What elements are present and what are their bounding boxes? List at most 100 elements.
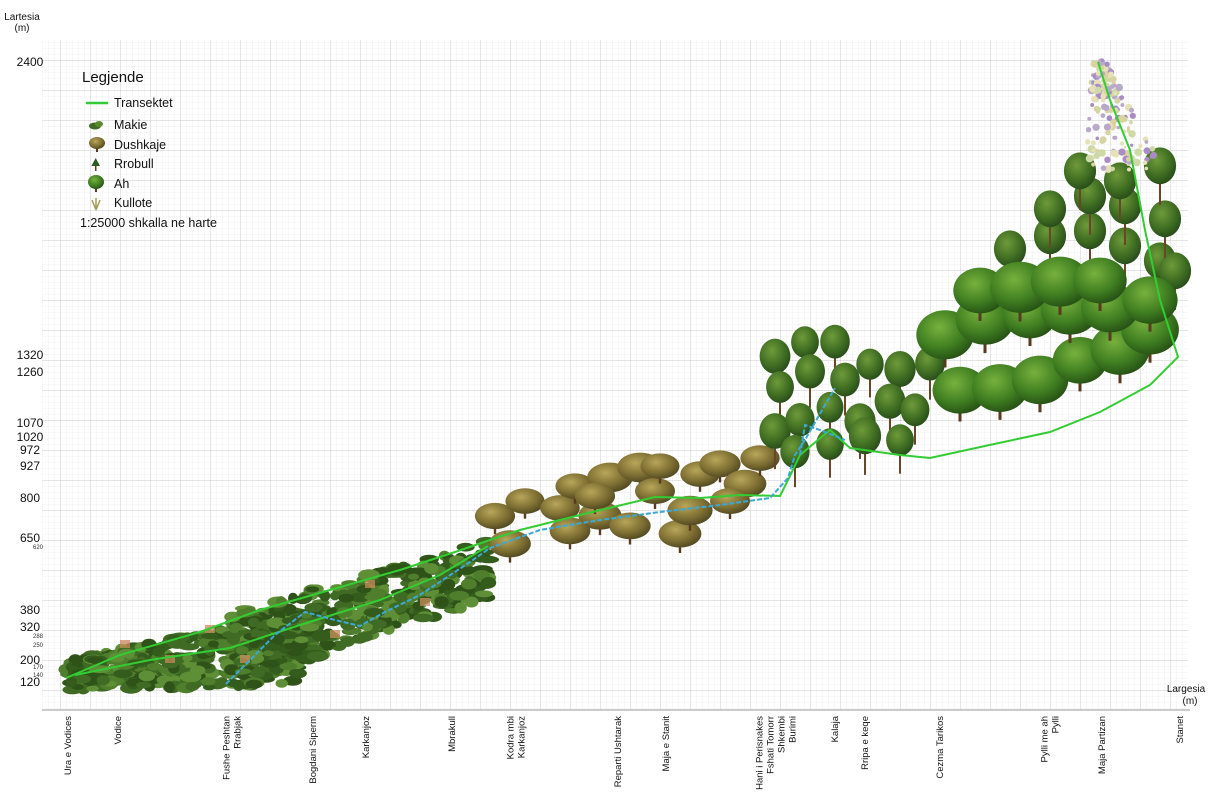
y-tick-label: 1320 [17,348,44,362]
pasture-tuft [1091,148,1096,153]
dushkaje-vegetation [474,445,780,563]
legend-item-transektet: Transektet [114,96,173,110]
pine-trunk [794,460,796,488]
makie-shrub [236,611,253,618]
pasture-tuft [1118,148,1126,156]
pasture-tuft [1104,165,1113,173]
pasture-tuft [1114,107,1118,112]
makie-shrub [303,644,325,651]
pasture-tuft [1113,91,1118,96]
pasture-tuft [1130,143,1134,147]
pasture-tuft [1091,80,1095,84]
oak-tree [505,488,545,514]
y-tick-label: 250 [33,643,44,649]
makie-shrub [262,650,274,657]
makie-shrub [275,679,288,688]
pine-trunk [864,445,866,475]
oak-tree [609,512,651,540]
pine-tree [900,393,930,427]
makie-shrub [152,647,164,657]
pasture-tuft [1104,71,1109,76]
pine-trunk [779,395,781,421]
pasture-tuft [1085,139,1091,145]
pine-tree [791,326,819,358]
oak-tree-icon [89,137,105,152]
pasture-tuft [1120,103,1125,107]
oak-tree [699,450,741,478]
makie-shrub [393,593,406,601]
makie-shrub [86,685,99,692]
makie-shrub [406,567,429,575]
beech-tree-icon [88,175,104,192]
makie-shrub [234,668,252,675]
y-axis-title: Lartesia [4,12,40,23]
makie-shrub [299,612,312,619]
y-tick-label: 620 [33,545,44,551]
pasture-tuft [1100,113,1106,118]
makie-shrub [161,662,178,669]
y-tick-label: 288 [33,634,44,640]
pine-trunk [844,388,846,416]
pasture-tuft [1108,107,1114,113]
green-transect-branch [74,545,489,676]
makie-shrub [250,628,261,640]
x-axis-label: Kalaja [830,715,841,742]
pine-tree [816,391,844,423]
rrobull-vegetation [759,147,1192,488]
makie-shrub [230,622,243,632]
legend-title: Legjende [82,69,144,86]
pasture-tuft [1110,149,1118,157]
makie-shrub [201,632,219,640]
makie-shrub [363,607,385,618]
makie-shrub [189,665,206,676]
x-axis-label: Fshati Tomorr [766,716,777,774]
makie-shrub [424,563,439,574]
makie-shrub [305,586,320,593]
pasture-tuft [1123,145,1127,149]
y-tick-label: 140 [33,673,44,679]
pasture-grass-icon [91,198,101,211]
x-axis-unit: (m) [1183,696,1198,707]
pasture-tuft [1091,60,1099,68]
pine-trunk [1124,215,1126,245]
makie-shrub [349,592,370,603]
pasture-tuft [1149,154,1154,159]
x-axis-label: Burimi [788,716,799,743]
pine-tree [766,371,794,403]
pine-tree [1148,200,1182,238]
pine-trunk [774,440,776,470]
makie-vegetation [58,536,500,695]
pasture-tuft [1119,95,1125,100]
beech-tree [1073,257,1127,304]
makie-shrub [226,633,240,645]
bare-soil-patch [165,655,175,663]
makie-shrub [261,659,280,668]
pasture-tuft [1094,86,1102,94]
pasture-tuft [1093,152,1100,159]
pasture-tuft [1127,167,1131,172]
legend-item-dushkaje: Dushkaje [114,138,166,152]
pasture-tuft [1099,136,1107,144]
y-tick-label: 170 [33,665,44,671]
legend-item-makie: Makie [114,118,147,132]
pasture-tuft [1092,123,1100,131]
x-axis-label: Stanet [1175,716,1186,744]
pasture-tuft [1134,148,1143,157]
oak-tree [640,453,680,479]
makie-shrub [289,668,307,679]
pasture-tuft [1115,83,1123,92]
pine-trunk [1119,190,1121,220]
x-axis-label: Rrabjak [233,716,244,749]
makie-shrub [263,642,281,651]
x-axis-label: Karkanjoz [361,716,372,758]
makie-shrub [136,681,152,689]
pasture-tuft [1127,126,1131,130]
pasture-tuft [1095,70,1102,76]
y-tick-label: 800 [20,491,40,505]
pine-trunk [1079,180,1081,210]
y-tick-label: 380 [20,603,40,617]
makie-shrub [408,573,420,580]
makie-shrub [235,645,249,655]
